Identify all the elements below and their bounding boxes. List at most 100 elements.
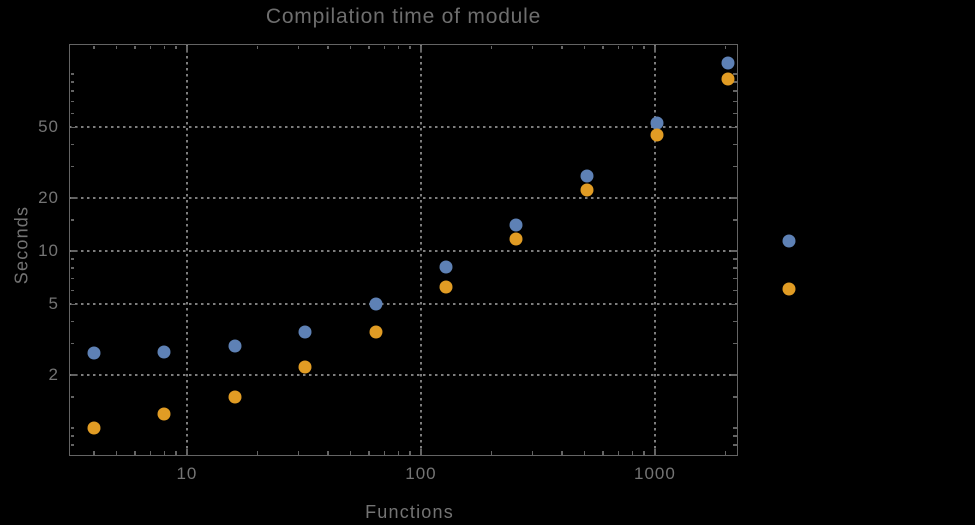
x-tick: [327, 45, 329, 49]
x-tick: [409, 45, 411, 49]
data-point-orange: [369, 325, 383, 339]
x-tick: [561, 45, 563, 49]
data-point-blue: [228, 339, 242, 353]
y-tick: [733, 427, 737, 429]
y-tick: [730, 126, 737, 129]
x-tick: [175, 45, 177, 49]
y-gridline: [69, 126, 738, 129]
y-tick: [70, 197, 77, 199]
x-tick: [631, 451, 633, 455]
x-tick: [256, 45, 259, 49]
data-point-orange: [298, 360, 312, 374]
x-tick: [186, 45, 188, 52]
x-tick: [617, 45, 620, 49]
y-tick: [70, 342, 74, 345]
data-point-blue: [721, 56, 735, 70]
y-tick: [70, 289, 74, 292]
x-tick: [397, 451, 399, 455]
x-tick: [643, 451, 645, 455]
data-point-blue: [369, 297, 383, 311]
y-tick: [70, 100, 74, 103]
x-tick: [409, 451, 411, 455]
x-tick: [654, 448, 656, 455]
x-tick: [490, 45, 493, 49]
y-tick: [733, 219, 737, 221]
data-point-blue: [157, 345, 171, 359]
x-tick: [327, 451, 329, 455]
y-tick: [70, 126, 77, 129]
y-gridline: [69, 250, 738, 253]
data-point-orange: [228, 390, 242, 404]
y-tick-label: 50: [38, 117, 59, 137]
x-tick: [383, 45, 386, 49]
x-tick: [115, 45, 118, 49]
x-tick: [490, 451, 493, 455]
data-point-orange: [650, 128, 664, 142]
y-tick: [70, 81, 74, 83]
y-tick: [730, 303, 737, 306]
y-tick: [733, 342, 737, 345]
y-tick: [70, 277, 74, 280]
x-tick: [617, 451, 620, 455]
x-tick: [256, 451, 259, 455]
x-tick: [561, 451, 563, 455]
y-tick: [70, 219, 74, 221]
x-tick: [643, 45, 645, 49]
y-tick: [733, 267, 737, 269]
x-tick: [349, 451, 352, 455]
y-tick: [70, 427, 74, 429]
legend-marker-orange: [782, 282, 796, 296]
y-tick: [70, 444, 74, 446]
y-tick: [70, 73, 74, 75]
data-point-blue: [87, 346, 101, 360]
y-tick: [70, 396, 74, 398]
y-tick: [733, 435, 737, 437]
y-tick: [733, 258, 737, 260]
plot-frame: [69, 44, 738, 456]
x-tick: [175, 451, 177, 455]
y-tick: [733, 289, 737, 292]
y-tick: [70, 250, 77, 252]
x-tick: [93, 45, 95, 49]
y-gridline: [69, 196, 738, 199]
y-tick: [733, 444, 737, 446]
y-tick: [70, 435, 74, 437]
y-tick: [730, 250, 737, 252]
data-point-orange: [580, 183, 594, 197]
x-tick-label: 1000: [634, 464, 676, 483]
x-tick: [631, 45, 633, 49]
x-tick: [583, 451, 586, 455]
y-tick: [70, 267, 74, 269]
x-tick-label: 100: [405, 464, 437, 483]
x-tick: [531, 45, 534, 49]
x-tick: [531, 451, 534, 455]
x-tick: [724, 45, 727, 49]
y-tick-label: 10: [38, 241, 59, 261]
x-tick: [149, 45, 152, 49]
x-tick: [297, 45, 300, 49]
y-tick: [733, 100, 737, 103]
x-tick: [368, 451, 370, 455]
x-tick: [115, 451, 118, 455]
data-point-orange: [439, 280, 453, 294]
x-tick: [397, 45, 399, 49]
data-point-blue: [509, 218, 523, 232]
x-tick: [654, 45, 656, 52]
y-tick: [733, 112, 737, 115]
data-point-orange: [509, 232, 523, 246]
y-tick: [70, 374, 77, 376]
x-tick: [163, 451, 165, 455]
y-tick: [730, 197, 737, 199]
data-point-blue: [580, 169, 594, 183]
x-tick: [134, 451, 136, 455]
data-point-blue: [650, 116, 664, 130]
y-tick: [733, 165, 737, 168]
y-tick: [733, 90, 737, 92]
legend-marker-blue: [782, 234, 796, 248]
x-tick: [93, 451, 95, 455]
y-tick: [733, 143, 737, 146]
x-gridline: [419, 44, 422, 456]
x-tick: [149, 451, 152, 455]
